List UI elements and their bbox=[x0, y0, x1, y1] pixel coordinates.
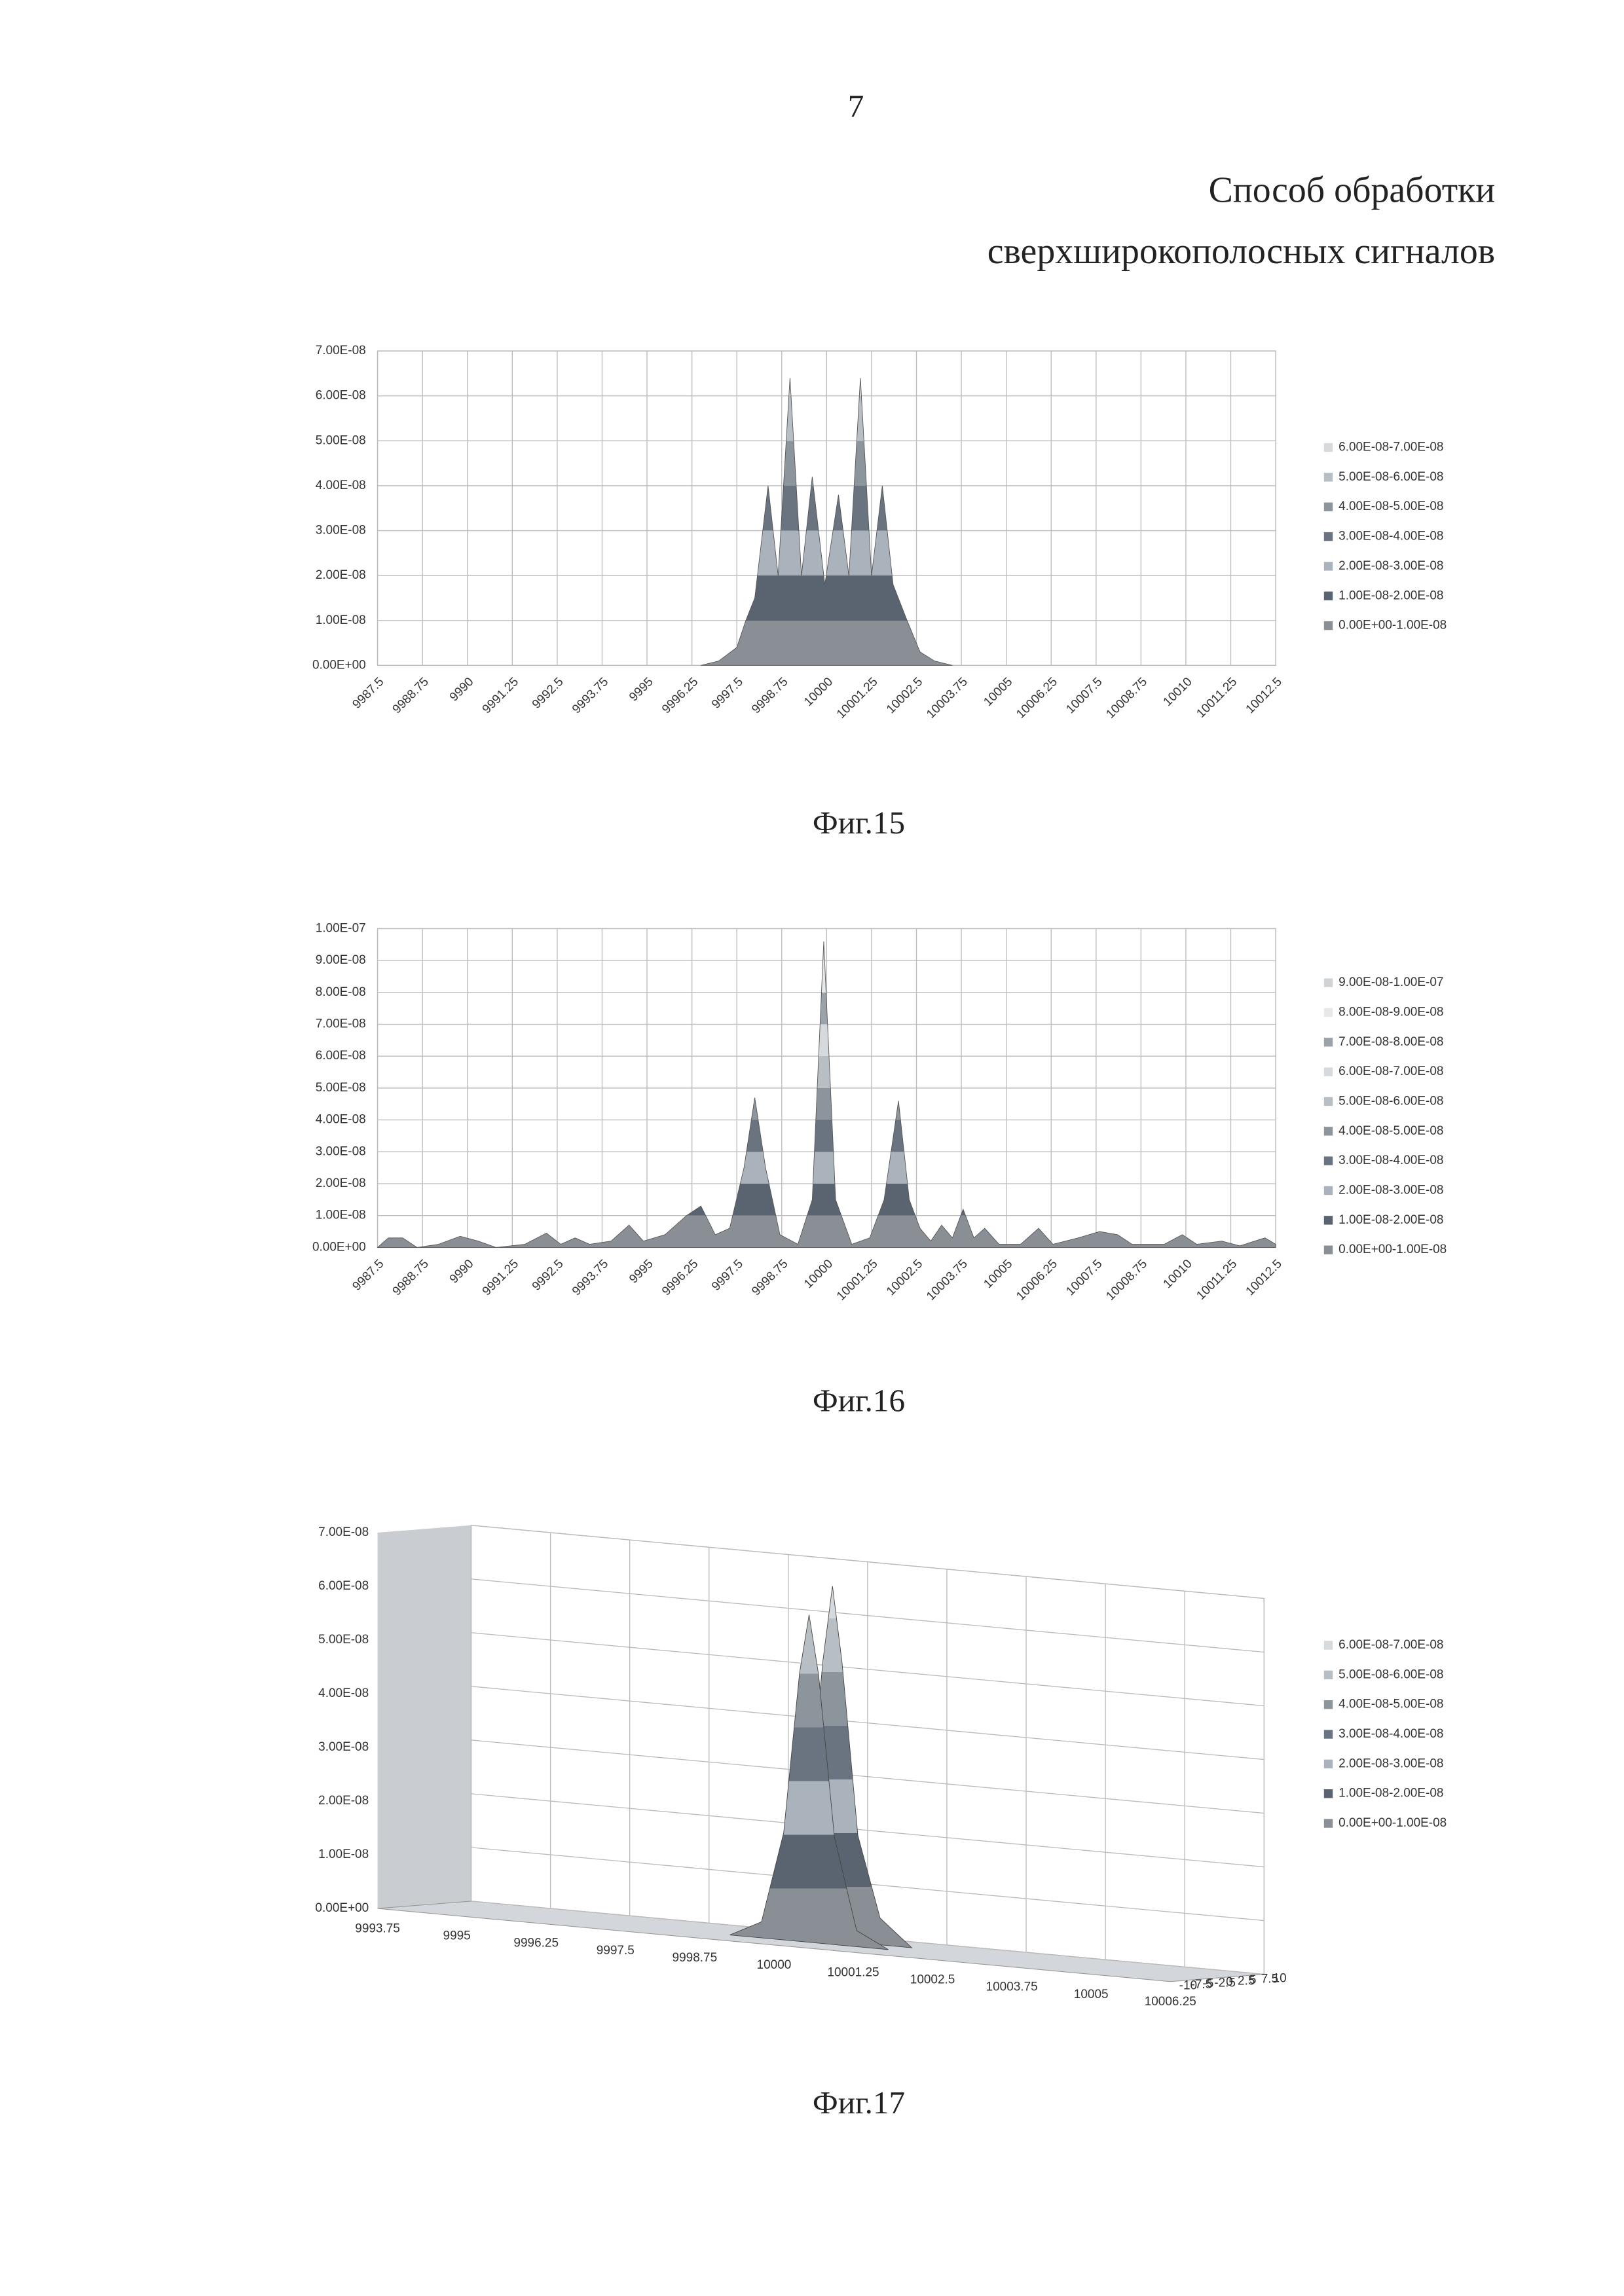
legend-label: 4.00E-08-5.00E-08 bbox=[1338, 1124, 1443, 1138]
legend-label: 9.00E-08-1.00E-07 bbox=[1338, 975, 1443, 989]
legend-label: 3.00E-08-4.00E-08 bbox=[1338, 530, 1443, 543]
legend-swatch bbox=[1324, 443, 1333, 452]
legend-label: 3.00E-08-4.00E-08 bbox=[1338, 1727, 1443, 1741]
y-tick-label: 5.00E-08 bbox=[316, 433, 366, 447]
page-number: 7 bbox=[848, 88, 864, 124]
y-tick-label: 3.00E-08 bbox=[318, 1740, 369, 1754]
x-tick-label: 9993.75 bbox=[355, 1922, 400, 1935]
legend-label: 5.00E-08-6.00E-08 bbox=[1338, 1094, 1443, 1108]
y-tick-label: 2.00E-08 bbox=[318, 1794, 369, 1808]
legend-label: 0.00E+00-1.00E-08 bbox=[1338, 1243, 1447, 1256]
legend-label: 5.00E-08-6.00E-08 bbox=[1338, 1667, 1443, 1681]
legend-label: 4.00E-08-5.00E-08 bbox=[1338, 500, 1443, 513]
legend-swatch bbox=[1324, 1819, 1333, 1827]
z-tick-label: 10 bbox=[1273, 1971, 1287, 1985]
figure-caption: Фиг.17 bbox=[813, 2085, 905, 2121]
legend-swatch bbox=[1324, 1127, 1333, 1135]
legend-swatch bbox=[1324, 1008, 1333, 1017]
x-tick-label: 9996.25 bbox=[513, 1937, 559, 1950]
y-tick-label: 0.00E+00 bbox=[312, 658, 366, 672]
y-tick-label: 1.00E-08 bbox=[316, 613, 366, 627]
legend-swatch bbox=[1324, 1097, 1333, 1106]
y-tick-label: 7.00E-08 bbox=[316, 1017, 366, 1031]
legend-swatch bbox=[1324, 1216, 1333, 1224]
title-line: Способ обработки bbox=[1209, 170, 1495, 210]
legend-label: 6.00E-08-7.00E-08 bbox=[1338, 1065, 1443, 1078]
y-tick-label: 8.00E-08 bbox=[316, 985, 366, 999]
legend-swatch bbox=[1324, 1186, 1333, 1195]
z-tick-label: -5 bbox=[1202, 1977, 1213, 1991]
legend-swatch bbox=[1324, 592, 1333, 600]
legend-swatch bbox=[1324, 562, 1333, 570]
x-tick-label: 9995 bbox=[443, 1929, 471, 1943]
legend-swatch bbox=[1324, 1671, 1333, 1679]
x-tick-label: 10006.25 bbox=[1145, 1995, 1196, 2009]
legend-swatch bbox=[1324, 473, 1333, 481]
y-tick-label: 5.00E-08 bbox=[318, 1633, 369, 1647]
z-tick-label: 5 bbox=[1249, 1973, 1257, 1987]
title-line: сверхширокополосных сигналов bbox=[987, 231, 1495, 272]
legend-swatch bbox=[1324, 1700, 1333, 1709]
y-tick-label: 3.00E-08 bbox=[316, 1144, 366, 1158]
legend-swatch bbox=[1324, 1641, 1333, 1649]
legend-label: 3.00E-08-4.00E-08 bbox=[1338, 1154, 1443, 1167]
legend-label: 2.00E-08-3.00E-08 bbox=[1338, 1184, 1443, 1197]
legend-swatch bbox=[1324, 978, 1333, 987]
y-tick-label: 6.00E-08 bbox=[316, 389, 366, 403]
legend-label: 2.00E-08-3.00E-08 bbox=[1338, 559, 1443, 573]
legend-label: 1.00E-08-2.00E-08 bbox=[1338, 589, 1443, 602]
x-tick-label: 9997.5 bbox=[597, 1944, 635, 1958]
legend-label: 7.00E-08-8.00E-08 bbox=[1338, 1035, 1443, 1049]
y-tick-label: 6.00E-08 bbox=[316, 1049, 366, 1063]
legend-label: 4.00E-08-5.00E-08 bbox=[1338, 1698, 1443, 1711]
legend-label: 2.00E-08-3.00E-08 bbox=[1338, 1757, 1443, 1770]
side-wall bbox=[378, 1525, 471, 1908]
x-tick-label: 10001.25 bbox=[827, 1965, 879, 1979]
y-tick-label: 7.00E-08 bbox=[316, 344, 366, 357]
y-tick-label: 4.00E-08 bbox=[316, 1113, 366, 1127]
x-tick-label: 10005 bbox=[1074, 1988, 1109, 2001]
legend-swatch bbox=[1324, 1067, 1333, 1076]
y-tick-label: 6.00E-08 bbox=[318, 1579, 369, 1593]
legend-swatch bbox=[1324, 621, 1333, 630]
y-tick-label: 9.00E-08 bbox=[316, 953, 366, 967]
figure-caption: Фиг.15 bbox=[813, 805, 905, 841]
y-tick-label: 4.00E-08 bbox=[316, 479, 366, 492]
y-tick-label: 7.00E-08 bbox=[318, 1525, 369, 1539]
legend-label: 6.00E-08-7.00E-08 bbox=[1338, 441, 1443, 454]
y-tick-label: 4.00E-08 bbox=[318, 1686, 369, 1700]
y-tick-label: 1.00E-08 bbox=[316, 1209, 366, 1222]
y-tick-label: 5.00E-08 bbox=[316, 1081, 366, 1095]
legend-swatch bbox=[1324, 1038, 1333, 1046]
y-tick-label: 0.00E+00 bbox=[315, 1901, 369, 1915]
legend-label: 8.00E-08-9.00E-08 bbox=[1338, 1005, 1443, 1019]
legend-label: 5.00E-08-6.00E-08 bbox=[1338, 470, 1443, 484]
legend-label: 1.00E-08-2.00E-08 bbox=[1338, 1213, 1443, 1227]
y-tick-label: 2.00E-08 bbox=[316, 1176, 366, 1190]
legend-swatch bbox=[1324, 503, 1333, 511]
y-tick-label: 2.00E-08 bbox=[316, 568, 366, 582]
legend-swatch bbox=[1324, 1789, 1333, 1798]
legend-swatch bbox=[1324, 1156, 1333, 1165]
y-tick-label: 1.00E-07 bbox=[316, 921, 366, 935]
legend-swatch bbox=[1324, 1245, 1333, 1254]
legend-label: 0.00E+00-1.00E-08 bbox=[1338, 1816, 1447, 1830]
legend-label: 6.00E-08-7.00E-08 bbox=[1338, 1638, 1443, 1652]
y-tick-label: 0.00E+00 bbox=[312, 1240, 366, 1254]
legend-swatch bbox=[1324, 1760, 1333, 1768]
legend-swatch bbox=[1324, 532, 1333, 541]
legend-swatch bbox=[1324, 1730, 1333, 1738]
figure-caption: Фиг.16 bbox=[813, 1383, 905, 1419]
x-tick-label: 10003.75 bbox=[986, 1980, 1038, 1994]
x-tick-label: 9998.75 bbox=[673, 1951, 718, 1965]
legend-label: 0.00E+00-1.00E-08 bbox=[1338, 619, 1447, 632]
z-tick-label: 0 bbox=[1226, 1975, 1233, 1989]
legend-label: 1.00E-08-2.00E-08 bbox=[1338, 1787, 1443, 1800]
y-tick-label: 1.00E-08 bbox=[318, 1848, 369, 1861]
x-tick-label: 10002.5 bbox=[910, 1973, 955, 1987]
document: 7 Способ обработки сверхширокополосных с… bbox=[0, 0, 1624, 2296]
page: 7 Способ обработки сверхширокополосных с… bbox=[0, 0, 1624, 2296]
y-tick-label: 3.00E-08 bbox=[316, 524, 366, 538]
x-tick-label: 10000 bbox=[757, 1958, 792, 1972]
